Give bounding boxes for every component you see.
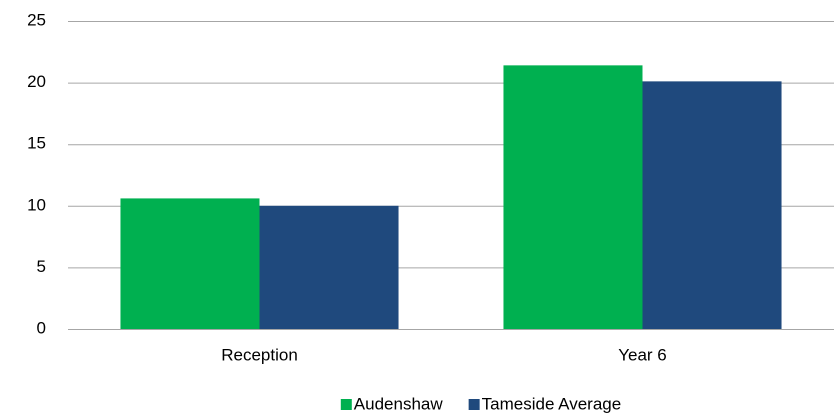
legend-swatch	[468, 399, 480, 410]
bar	[120, 198, 260, 329]
bar	[642, 81, 782, 329]
x-tick-label: Year 6	[618, 345, 667, 364]
x-tick-label: Reception	[221, 345, 298, 364]
y-tick-label: 5	[37, 257, 46, 276]
legend-label: Audenshaw	[354, 394, 444, 413]
y-tick-label: 10	[27, 195, 46, 214]
legend-label: Tameside Average	[482, 394, 622, 413]
bar	[259, 205, 399, 329]
legend-swatch	[340, 399, 352, 410]
y-tick-label: 20	[27, 72, 46, 91]
bar	[503, 65, 643, 330]
legend-item: Tameside Average	[468, 394, 622, 413]
legend-item: Audenshaw	[340, 394, 444, 413]
y-tick-label: 15	[27, 134, 46, 153]
y-tick-label: 0	[37, 318, 46, 337]
y-tick-label: 25	[27, 10, 46, 29]
